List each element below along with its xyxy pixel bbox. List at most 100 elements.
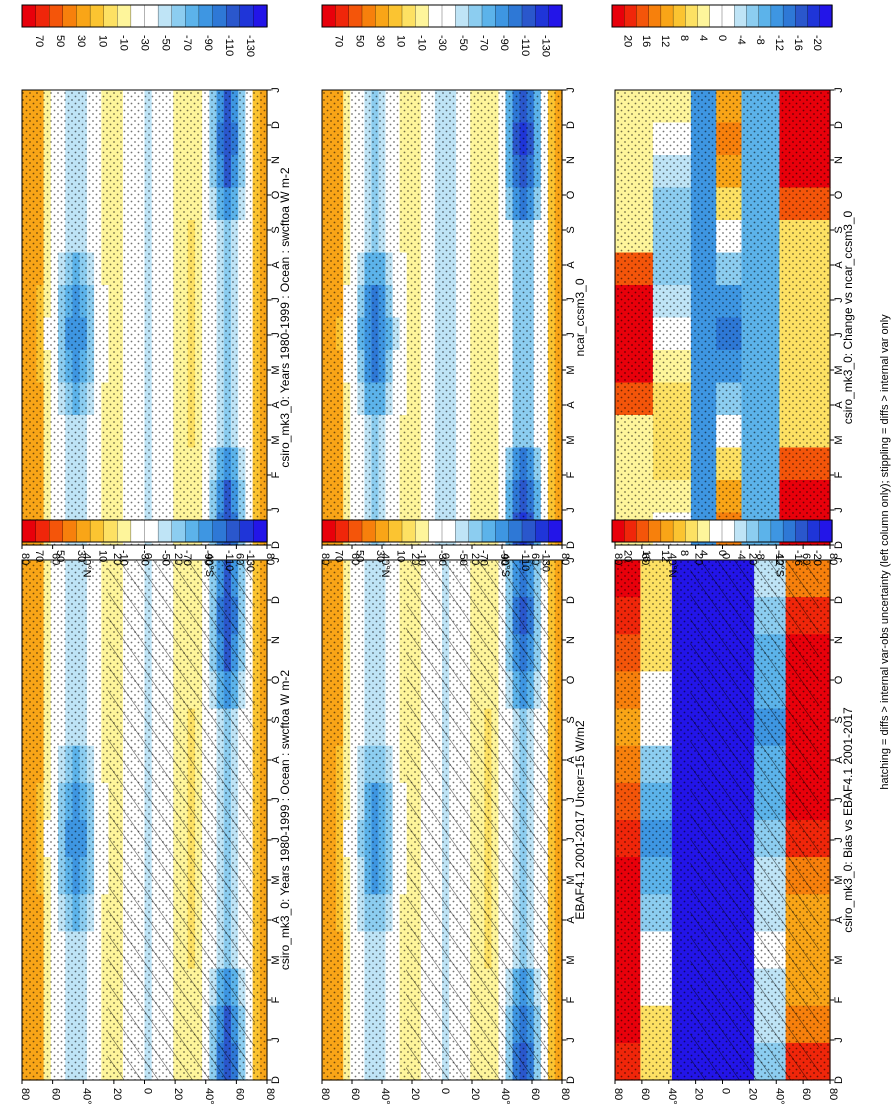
month-tick-label: A: [565, 916, 577, 924]
month-tick-label: M: [833, 955, 845, 964]
colorbar-label: -90: [202, 550, 214, 566]
lat-tick-label: 20: [409, 1088, 421, 1100]
colorbar-swatch: [226, 519, 241, 543]
month-tick-label: S: [833, 226, 845, 233]
colorbar-swatch: [335, 4, 350, 28]
colorbar-swatch: [21, 4, 37, 28]
colorbar-label: -10: [117, 35, 129, 51]
lat-tick-label: 0: [720, 553, 732, 559]
panel-obs: 80 60 40°N 20 0 20 40°S 60 80DJFMAMJJASONDJEBAF4…: [319, 557, 587, 1105]
colorbar-label: -110: [519, 35, 531, 56]
colorbar-swatch: [89, 4, 105, 28]
lat-tick-label: 80: [559, 553, 571, 565]
colorbar-label: -130: [244, 550, 256, 572]
colorbar-label: -4: [735, 35, 747, 45]
colorbar-swatch: [521, 519, 536, 543]
colorbar-swatch: [89, 519, 105, 543]
lat-tick-label: 80: [612, 553, 624, 565]
colorbar-swatch: [441, 4, 456, 28]
colorbar-label: 12: [659, 550, 671, 562]
stippling-overlay: [615, 90, 830, 545]
month-tick-label: J: [270, 797, 282, 803]
colorbar-swatch: [807, 519, 821, 543]
lat-tick-label: 20: [746, 1088, 758, 1100]
month-tick-label: J: [565, 797, 577, 803]
month-tick-label: O: [833, 675, 845, 684]
lat-tick-label: 60: [349, 553, 361, 565]
colorbar-label: -50: [457, 550, 469, 566]
month-tick-label: S: [565, 716, 577, 723]
colorbar-label: -50: [160, 550, 172, 566]
colorbar-swatch: [49, 4, 64, 28]
colorbar-swatch: [348, 519, 363, 543]
lat-tick-label: 80: [559, 1088, 571, 1100]
month-tick-label: S: [270, 226, 282, 233]
colorbar-swatch: [185, 519, 200, 543]
colorbar-swatch: [624, 519, 638, 543]
lat-tick-label: 60: [529, 553, 541, 565]
colorbar-swatch: [782, 4, 796, 28]
colorbar-label: 70: [33, 550, 45, 562]
colorbar-swatch: [535, 519, 550, 543]
colorbar-swatch: [746, 519, 760, 543]
hatching-overlay: [690, 560, 820, 1080]
colorbar-obs: 70 50 30 10 -10 -30 -50 -70 -90 -110 -130: [321, 519, 563, 572]
colorbar-swatch: [455, 519, 470, 543]
month-tick-label: J: [833, 297, 845, 303]
colorbar-swatch: [157, 519, 173, 543]
month-tick-label: N: [565, 156, 577, 164]
colorbar-swatch: [388, 519, 403, 543]
colorbar-label: 30: [374, 550, 386, 562]
colorbar-swatch: [62, 519, 78, 543]
month-tick-label: J: [270, 87, 282, 93]
colorbar-swatch: [130, 4, 146, 28]
month-tick-label: S: [270, 716, 282, 723]
lat-tick-label: 40°N: [666, 553, 678, 578]
colorbar-swatch: [388, 4, 403, 28]
lat-tick-label: 60: [639, 553, 651, 565]
colorbar-frame: [321, 519, 563, 543]
month-tick-label: J: [270, 837, 282, 843]
lat-tick-label: 60: [233, 553, 245, 565]
colorbar-label: -70: [181, 550, 193, 566]
colorbar-swatch: [495, 4, 510, 28]
colorbar-swatch: [348, 4, 363, 28]
month-tick-label: D: [565, 541, 577, 549]
colorbar-swatch: [130, 519, 146, 543]
colorbar-swatch: [415, 4, 430, 28]
colorbar-swatch: [401, 519, 416, 543]
month-tick-label: D: [565, 1076, 577, 1084]
lat-tick-label: 0: [439, 1088, 451, 1094]
month-tick-label: A: [833, 401, 845, 409]
colorbar-swatch: [171, 519, 186, 543]
month-tick-label: M: [565, 365, 577, 374]
month-tick-label: F: [833, 471, 845, 478]
colorbar-swatch: [697, 4, 711, 28]
colorbar-swatch: [239, 4, 255, 28]
colorbar-swatch: [495, 519, 510, 543]
colorbar-label: 50: [353, 550, 365, 562]
colorbar-swatch: [428, 519, 443, 543]
stippling-overlay: [322, 90, 562, 545]
month-tick-label: J: [833, 837, 845, 843]
colorbar-model_right: 70 50 30 10 -10 -30 -50 -70 -90 -110 -130: [21, 4, 268, 57]
colorbar-swatch: [819, 519, 833, 543]
month-tick-label: M: [270, 875, 282, 884]
stippling-overlay: [22, 90, 267, 545]
month-tick-label: A: [565, 261, 577, 269]
lat-tick-label: 0: [439, 553, 451, 559]
month-tick-label: A: [270, 756, 282, 764]
colorbar-swatch: [611, 519, 625, 543]
colorbar-change: 20 16 12 8 4 0 -4 -8 -12 -16 -20: [611, 4, 833, 51]
colorbar-swatch: [185, 4, 200, 28]
month-tick-label: F: [565, 471, 577, 478]
colorbar-frame: [611, 519, 833, 543]
colorbar-swatch: [415, 519, 430, 543]
month-tick-label: J: [833, 507, 845, 513]
month-tick-label: D: [833, 596, 845, 604]
lat-tick-label: 40°N: [80, 1088, 92, 1105]
lat-tick-label: 40°S: [773, 553, 785, 577]
colorbar-bias: 20 16 12 8 4 0 -4 -8 -12 -16 -20: [611, 519, 833, 566]
colorbar-swatch: [253, 519, 268, 543]
colorbar-label: -110: [223, 550, 235, 571]
